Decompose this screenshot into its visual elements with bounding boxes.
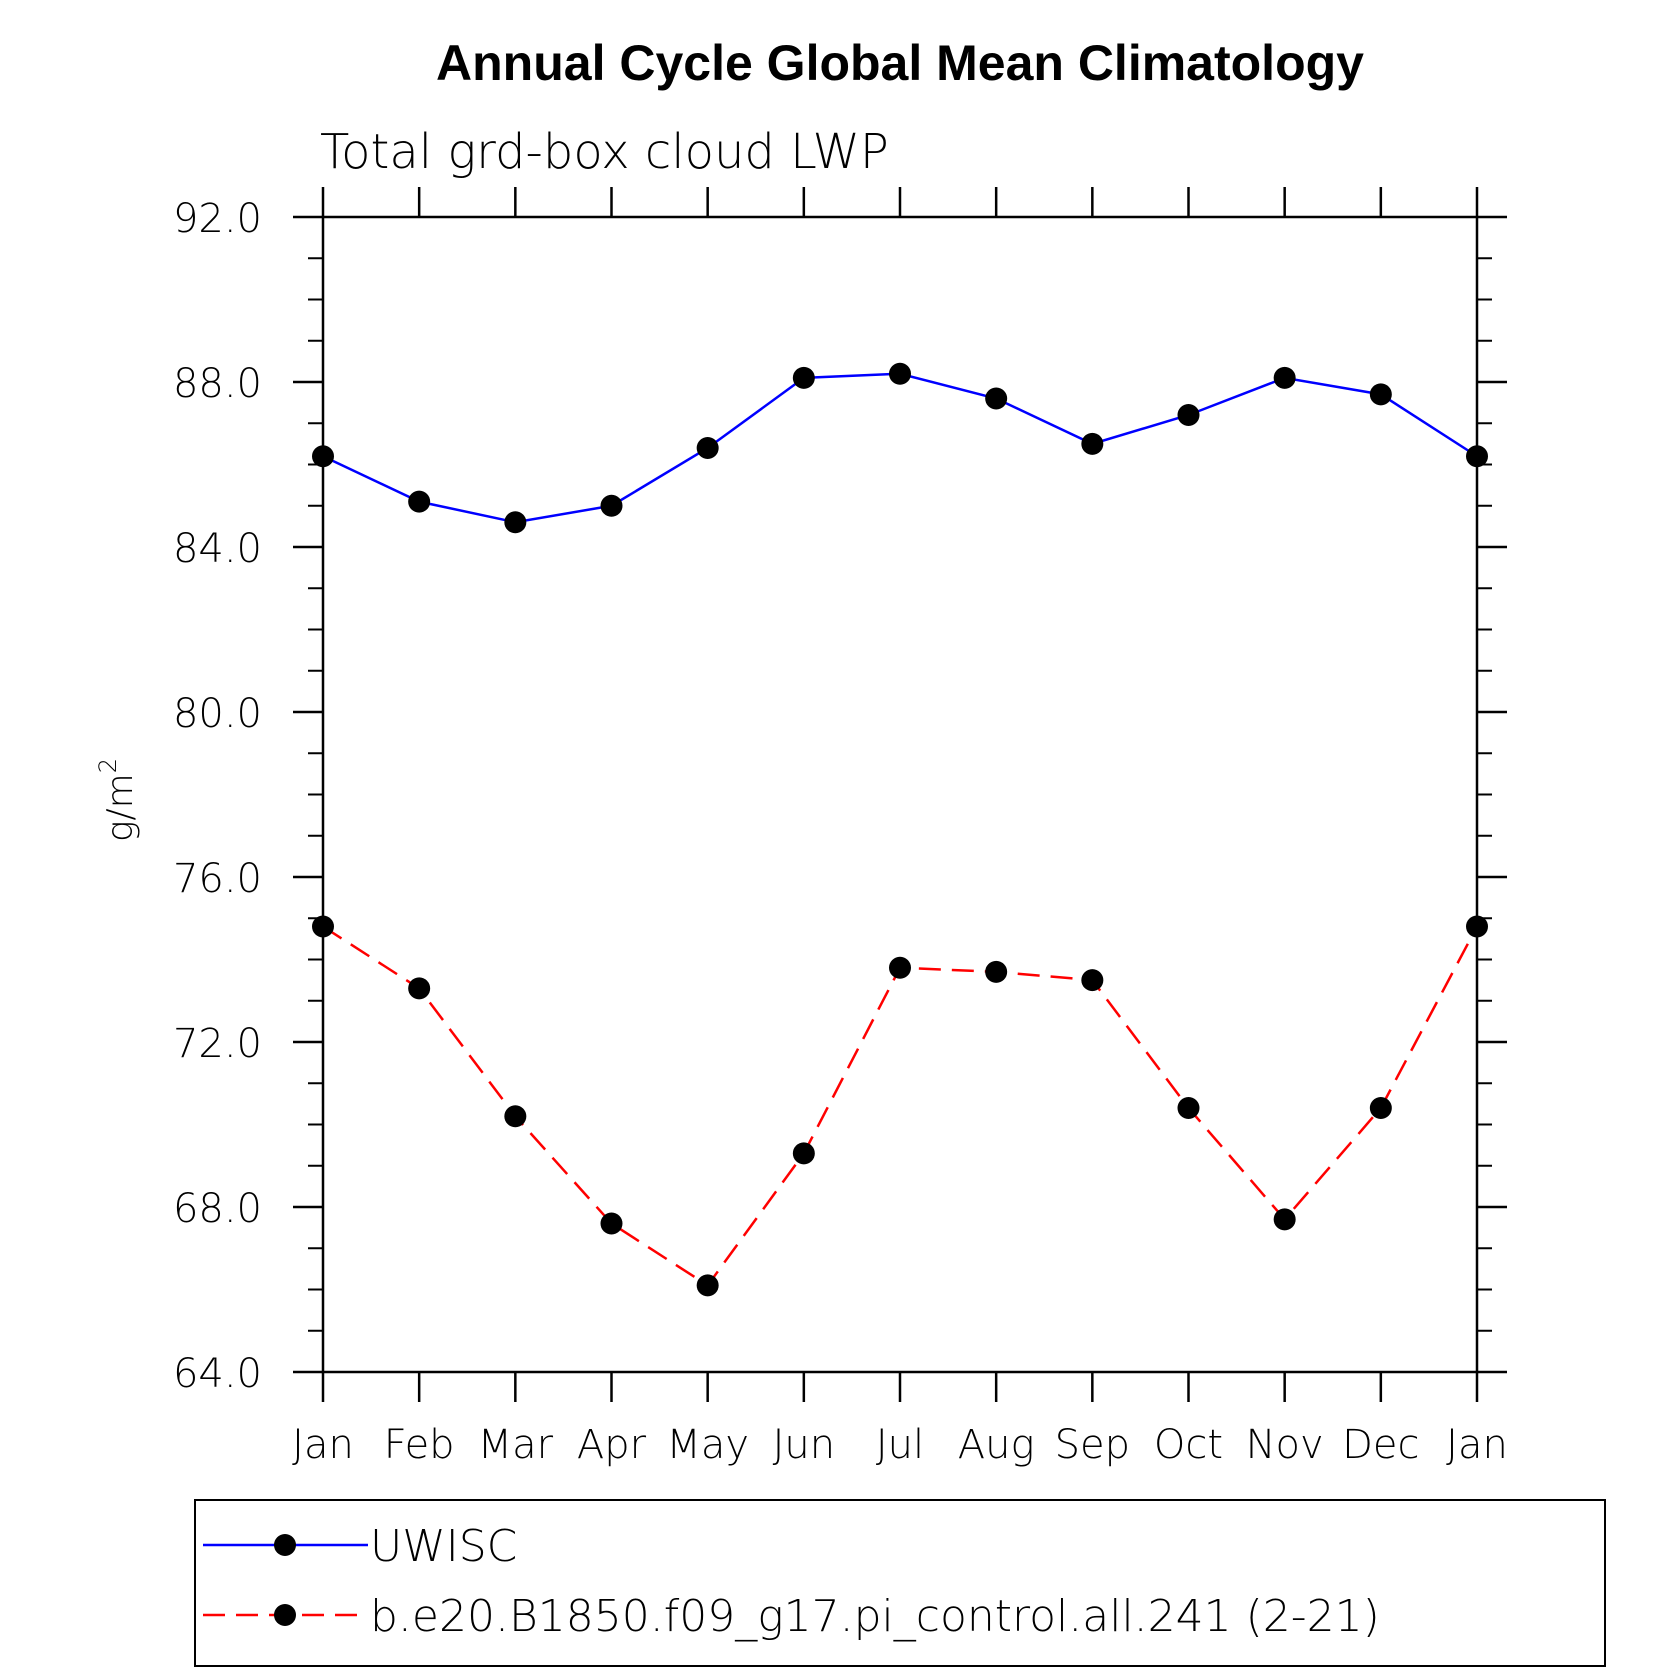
data-point [1369, 1097, 1392, 1119]
chart-title: Annual Cycle Global Mean Climatology [436, 35, 1364, 91]
data-point [985, 387, 1008, 410]
legend-marker-1 [274, 1534, 296, 1556]
y-tick-label: 84.0 [173, 526, 262, 572]
y-tick-label: 92.0 [173, 196, 262, 242]
data-point [1081, 969, 1104, 992]
x-tick-label: Jun [773, 1422, 836, 1468]
y-axis-label-text: g/m [100, 773, 141, 842]
y-tick-label: 88.0 [173, 361, 262, 407]
y-tick-label: 76.0 [173, 856, 262, 902]
data-point [408, 977, 431, 1000]
x-tick-label: Jul [876, 1422, 924, 1468]
series-line [322, 372, 1478, 524]
x-tick-label: Oct [1154, 1422, 1223, 1468]
data-point [1081, 432, 1104, 455]
data-point [1466, 915, 1488, 938]
series-1 [312, 362, 1488, 534]
legend-label-1: UWISC [370, 1521, 517, 1572]
x-tick-label: Aug [958, 1422, 1035, 1468]
data-point [600, 1212, 623, 1235]
x-tick-label: Jan [1446, 1422, 1508, 1468]
x-tick-label: Feb [384, 1422, 455, 1468]
x-tick-label: Dec [1342, 1422, 1419, 1468]
data-point [312, 445, 334, 468]
data-point [792, 366, 815, 389]
data-point [985, 960, 1008, 983]
y-tick-label: 80.0 [173, 691, 262, 737]
data-point [889, 362, 911, 385]
series-line [322, 925, 1479, 1288]
x-tick-label: Nov [1246, 1422, 1324, 1468]
x-tick-label: Sep [1055, 1422, 1130, 1468]
series-layer [312, 362, 1488, 1297]
data-point [600, 494, 623, 517]
y-tick-label: 72.0 [173, 1021, 262, 1067]
data-point [1273, 366, 1296, 389]
data-point [1369, 383, 1392, 406]
y-axis-label: g/m2 [94, 758, 141, 842]
data-point [889, 956, 911, 979]
data-point [1177, 1097, 1200, 1119]
data-point [696, 437, 719, 459]
y-tick-label: 64.0 [173, 1351, 262, 1397]
data-point [504, 1105, 527, 1128]
data-point [1177, 404, 1200, 426]
legend-marker-2 [274, 1604, 296, 1626]
data-point [1273, 1208, 1296, 1231]
x-tick-label: Apr [577, 1422, 647, 1468]
axes: 64.0 68.0 72.0 76.0 80.0 84.0 88.0 92.0 Jan Feb Ma… [173, 187, 1508, 1468]
chart-subtitle: Total grd-box cloud LWP [320, 124, 889, 180]
data-point [408, 490, 431, 513]
legend-label-2: b.e20.B1850.f09_g17.pi_control.all.241 (… [370, 1591, 1380, 1642]
y-tick-label: 68.0 [173, 1186, 262, 1232]
data-point [696, 1274, 719, 1297]
legend: UWISC b.e20.B1850.f09_g17.pi_control.all.… [203, 1521, 1380, 1642]
legend-box [194, 1499, 1606, 1667]
x-tick-label: May [666, 1422, 749, 1468]
x-tick-label: Jan [292, 1422, 354, 1468]
data-point [1466, 445, 1488, 468]
series-2 [312, 915, 1488, 1297]
data-point [792, 1142, 815, 1165]
data-point [504, 511, 527, 534]
data-point [312, 915, 334, 938]
y-axis-label-superscript: 2 [94, 758, 122, 773]
svg-text:g/m2: g/m2 [94, 758, 141, 842]
x-tick-label: Mar [478, 1422, 554, 1468]
